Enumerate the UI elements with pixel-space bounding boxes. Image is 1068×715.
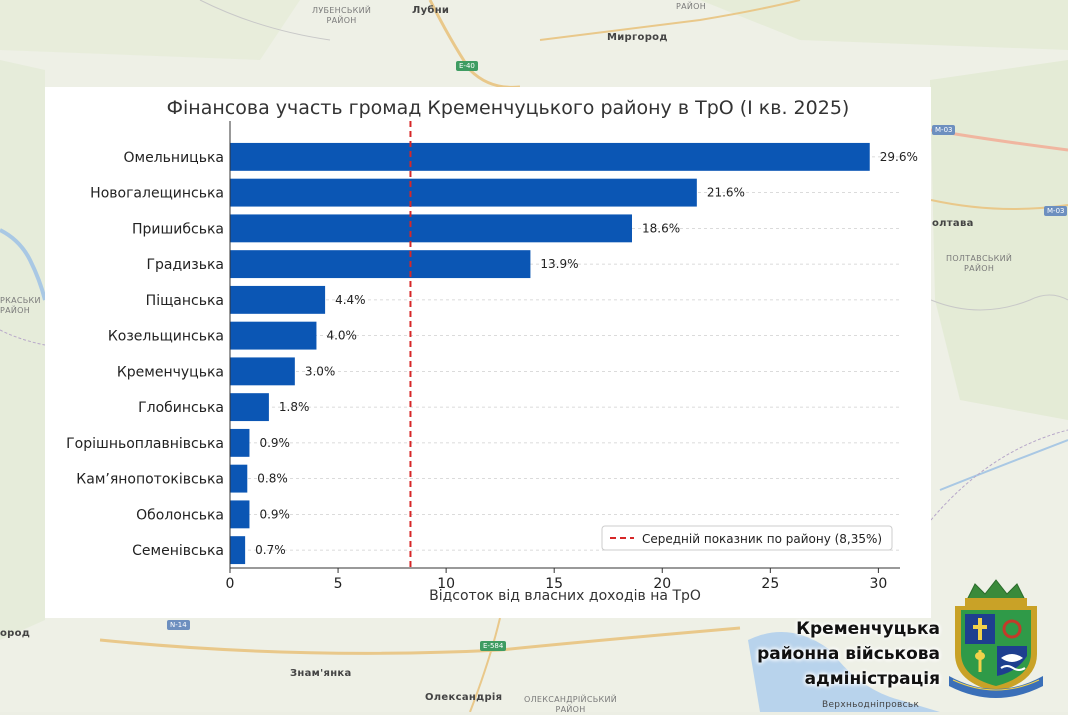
category-label: Новогалещинська [90,186,224,202]
category-label: Оболонська [136,507,224,523]
category-label: Глобинська [138,400,224,416]
bar [230,250,531,279]
bar [230,357,295,386]
org-name-line3: адміністрація [804,669,940,689]
x-tick-label: 15 [545,576,563,592]
category-label: Семенівська [132,543,224,559]
map-label-poltava: олтава [932,218,974,229]
category-label: Кременчуцька [117,364,224,380]
x-tick-label: 10 [437,576,455,592]
category-label: Омельницька [124,150,224,166]
value-label: 29.6% [880,150,918,164]
org-name-line2: районна військова [757,644,940,664]
x-tick-label: 25 [761,576,779,592]
map-label-oleksandriia-raion: ОЛЕКСАНДРІЙСЬКИЙ РАЙОН [524,695,618,714]
district-emblem-icon [949,579,1043,698]
org-name-line1: Кременчуцька [796,619,940,639]
x-tick-label: 0 [226,576,235,592]
value-label: 18.6% [642,221,680,235]
map-label-raion-top: РАЙОН [676,2,707,11]
value-label: 4.4% [335,293,366,307]
chart-title: Фінансова участь громад Кременчуцького р… [166,97,850,119]
bar [230,464,248,493]
bar [230,214,632,243]
value-label: 4.0% [326,329,357,343]
map-label-lubny-raion: ЛУБЕНСЬКИЙ РАЙОН [312,6,372,25]
category-label: Горішньоплавнівська [66,436,224,452]
bar [230,142,870,171]
bar [230,536,246,565]
road-badge-e584: E-584 [480,641,507,651]
bar-chart: Омельницька 29.6% Новогалещинська 21.6% Приш… [66,121,918,592]
category-label: Козельщинська [108,329,224,345]
road-badge-m03-b: M-03 [1044,206,1068,216]
value-label: 0.9% [259,507,290,521]
category-label: Піщанська [146,293,224,309]
road-badge-e40: E-40 [456,61,478,71]
x-tick-label: 20 [653,576,671,592]
category-label: Пришибська [132,221,224,237]
value-label: 3.0% [305,364,336,378]
value-label: 1.8% [279,400,310,414]
x-tick-label: 5 [334,576,343,592]
category-label: Кам’янопотоківська [76,472,224,488]
bar [230,500,250,529]
map-label-verkhnodniprovsk: Верхньодніпровськ [822,700,920,710]
value-label: 0.7% [255,543,286,557]
bar [230,321,317,350]
map-label-oleksandriia: Олександрія [425,692,503,703]
map-label-poltava-raion: ПОЛТАВСЬКИЙ РАЙОН [946,254,1013,273]
map-label-left-city: ород [0,628,31,639]
organization-name: Кременчуцька районна військова адміністр… [757,617,940,692]
road-badge-n14: N-14 [167,620,190,630]
legend-box [601,525,893,551]
value-label: 13.9% [540,257,578,271]
value-label: 21.6% [707,186,745,200]
map-label-lubny: Лубни [412,5,450,16]
bar [230,393,269,422]
category-label: Градизька [146,257,224,273]
bar [230,428,250,457]
map-label-left-raion: РКАСЬКИ РАЙОН [0,296,41,315]
map-label-myrhorod: Миргород [607,32,668,43]
bar [230,178,697,207]
value-label: 0.9% [259,436,290,450]
chart-panel: Фінансова участь громад Кременчуцького р… [45,87,931,618]
map-label-znamianka: Знам'янка [290,668,352,679]
legend-label: Середній показник по району (8,35%) [642,532,882,546]
value-label: 0.8% [257,472,288,486]
bar [230,285,326,314]
x-tick-label: 30 [869,576,887,592]
road-badge-m03-a: M-03 [932,125,956,135]
x-axis-label: Відсоток від власних доходів на ТрО [429,588,701,604]
